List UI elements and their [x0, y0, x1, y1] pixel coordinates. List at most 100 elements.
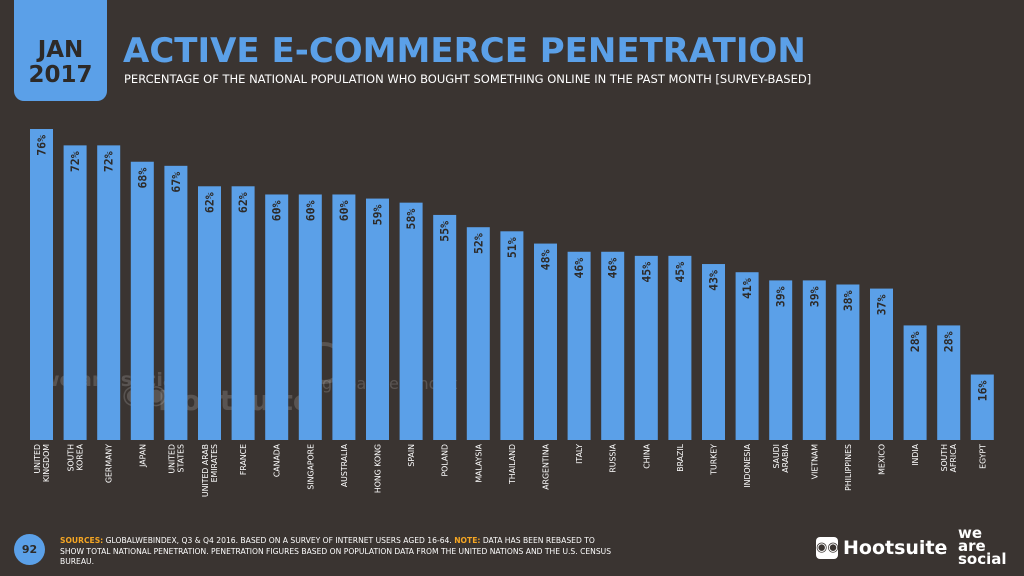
category-label: HONG KONG: [374, 444, 383, 493]
bar: [198, 186, 221, 440]
category-label: ARABIA: [781, 443, 790, 472]
value-label: 48%: [539, 250, 553, 271]
sources-label: SOURCES:: [60, 536, 104, 545]
bar: [433, 214, 457, 440]
value-label: 28%: [908, 331, 922, 352]
value-label: 55%: [438, 221, 452, 242]
bar: [30, 129, 53, 440]
we-are-social-line-3: social: [958, 550, 1007, 568]
category-label: ARGENTINA: [542, 443, 551, 489]
value-label: 59%: [371, 204, 385, 225]
category-label: POLAND: [441, 444, 450, 477]
bar: [735, 272, 759, 440]
we-are-social-logo: we are social: [958, 524, 1007, 568]
category-label: JAPAN: [138, 444, 147, 468]
category-label: STATES: [176, 444, 185, 473]
value-label: 60%: [303, 200, 317, 221]
category-label: EMIRATES: [210, 444, 219, 482]
owl-icon: ◉◉: [816, 537, 839, 559]
value-label: 41%: [740, 278, 754, 299]
bar: [567, 251, 591, 440]
value-label: 68%: [135, 168, 149, 189]
category-label: KOREA: [76, 443, 85, 470]
note-label: NOTE:: [454, 536, 481, 545]
value-label: 58%: [404, 209, 418, 230]
category-label: UNITED: [33, 444, 42, 474]
value-label: 72%: [68, 151, 82, 172]
hootsuite-logo: ◉◉ Hootsuite: [816, 533, 947, 563]
bar: [63, 145, 87, 441]
page-number: 92: [14, 534, 45, 565]
watermark-globalwebindex: global web index: [322, 374, 458, 393]
page-subtitle: PERCENTAGE OF THE NATIONAL POPULATION WH…: [124, 72, 812, 86]
we-are-social-line-1: we: [958, 524, 983, 542]
bar: [298, 194, 322, 440]
bar: [130, 161, 154, 440]
page-title: ACTIVE E-COMMERCE PENETRATION: [123, 31, 806, 71]
bar: [164, 165, 188, 440]
category-label: SAUDI: [772, 444, 781, 468]
date-month: JAN: [37, 37, 84, 63]
value-label: 28%: [942, 331, 956, 352]
date-badge: JAN 2017: [14, 0, 107, 101]
value-label: 39%: [774, 286, 788, 307]
value-label: 60%: [337, 200, 351, 221]
value-label: 72%: [102, 151, 116, 172]
bar: [634, 255, 658, 440]
category-label: GERMANY: [105, 444, 114, 483]
sources-text: GLOBALWEBINDEX, Q3 & Q4 2016. BASED ON A…: [103, 536, 455, 545]
bar: [534, 243, 557, 440]
bar: [366, 198, 389, 440]
category-label: UNITED ARAB: [201, 444, 210, 497]
sources-note: SOURCES: GLOBALWEBINDEX, Q3 & Q4 2016. B…: [60, 536, 620, 568]
bar: [500, 231, 524, 440]
bar: [970, 374, 994, 440]
category-label: SPAIN: [407, 444, 416, 467]
we-are-social-line-2: are: [958, 537, 986, 555]
value-label: 16%: [975, 380, 989, 401]
value-label: 45%: [639, 262, 653, 283]
bar: [399, 202, 423, 440]
category-label: BRAZIL: [676, 443, 685, 471]
value-label: 60%: [270, 200, 284, 221]
value-label: 76%: [35, 135, 49, 156]
category-label: UNITED: [167, 444, 176, 474]
bar: [802, 280, 826, 440]
category-label: EGYPT: [978, 444, 987, 469]
category-label: THAILAND: [508, 444, 517, 485]
value-label: 52%: [471, 233, 485, 254]
category-label: AFRICA: [949, 443, 958, 472]
hootsuite-wordmark: Hootsuite: [843, 537, 948, 559]
value-label: 46%: [572, 258, 586, 279]
bar: [231, 186, 255, 440]
bar: [466, 227, 490, 440]
note-text: DATA HAS BEEN REBASED TO SHOW TOTAL NATI…: [60, 536, 612, 566]
value-label: 45%: [673, 262, 687, 283]
category-label: ITALY: [575, 444, 584, 464]
category-label: INDIA: [911, 443, 920, 465]
value-label: 39%: [807, 286, 821, 307]
bar: [265, 194, 289, 440]
category-label: KINGDOM: [42, 444, 51, 482]
bar: [97, 145, 121, 441]
category-label: FRANCE: [239, 444, 248, 475]
bar: [332, 194, 356, 440]
bar: [668, 255, 692, 440]
category-label: CANADA: [273, 443, 282, 477]
category-label: SOUTH: [67, 444, 76, 472]
value-label: 51%: [505, 237, 519, 258]
category-label: SOUTH: [940, 444, 949, 472]
value-label: 37%: [875, 295, 889, 316]
category-label: MALAYSIA: [474, 443, 483, 482]
bar: [836, 284, 860, 440]
category-label: PHILIPPINES: [844, 444, 853, 491]
bar: [702, 264, 725, 440]
category-label: RUSSIA: [609, 443, 618, 472]
category-label: TURKEY: [710, 444, 719, 476]
value-label: 62%: [236, 192, 250, 213]
value-label: 67%: [169, 172, 183, 193]
bar: [870, 288, 893, 440]
bar: [769, 280, 793, 440]
value-label: 46%: [606, 258, 620, 279]
